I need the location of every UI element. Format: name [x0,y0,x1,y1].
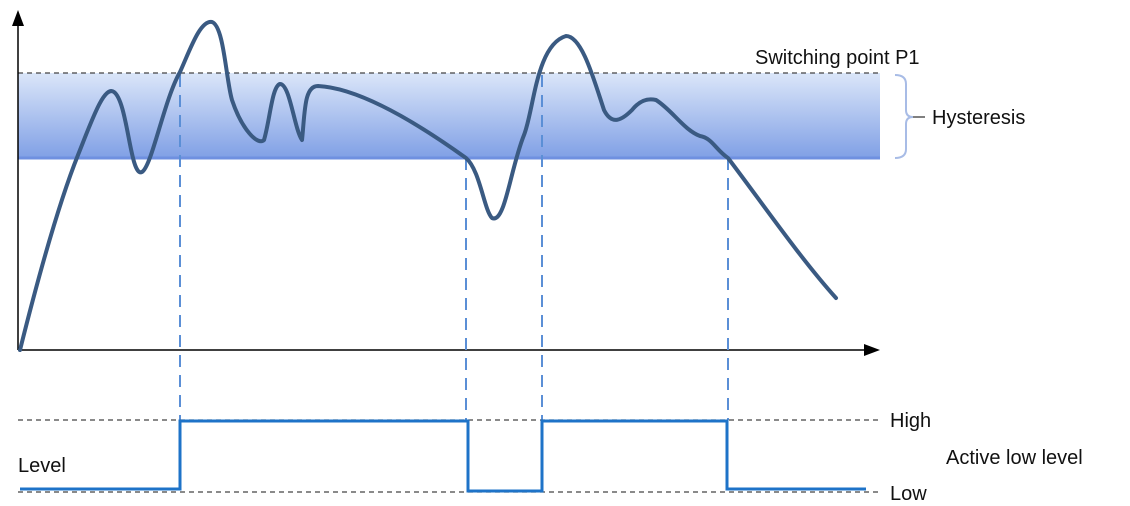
hysteresis-bracket [894,74,914,159]
y-axis-arrow [12,10,24,26]
hysteresis-label: Hysteresis [932,107,1025,129]
switching-guides [179,75,729,420]
low-label: Low [890,483,927,505]
level-label: Level [18,455,66,477]
analog-signal-curve [18,20,838,352]
high-label: High [890,410,931,432]
active-low-level-label: Active low level [946,447,1083,469]
switching-point-label: Switching point P1 [755,47,920,69]
x-axis-arrow [864,344,880,356]
output-level-signal [20,419,866,493]
